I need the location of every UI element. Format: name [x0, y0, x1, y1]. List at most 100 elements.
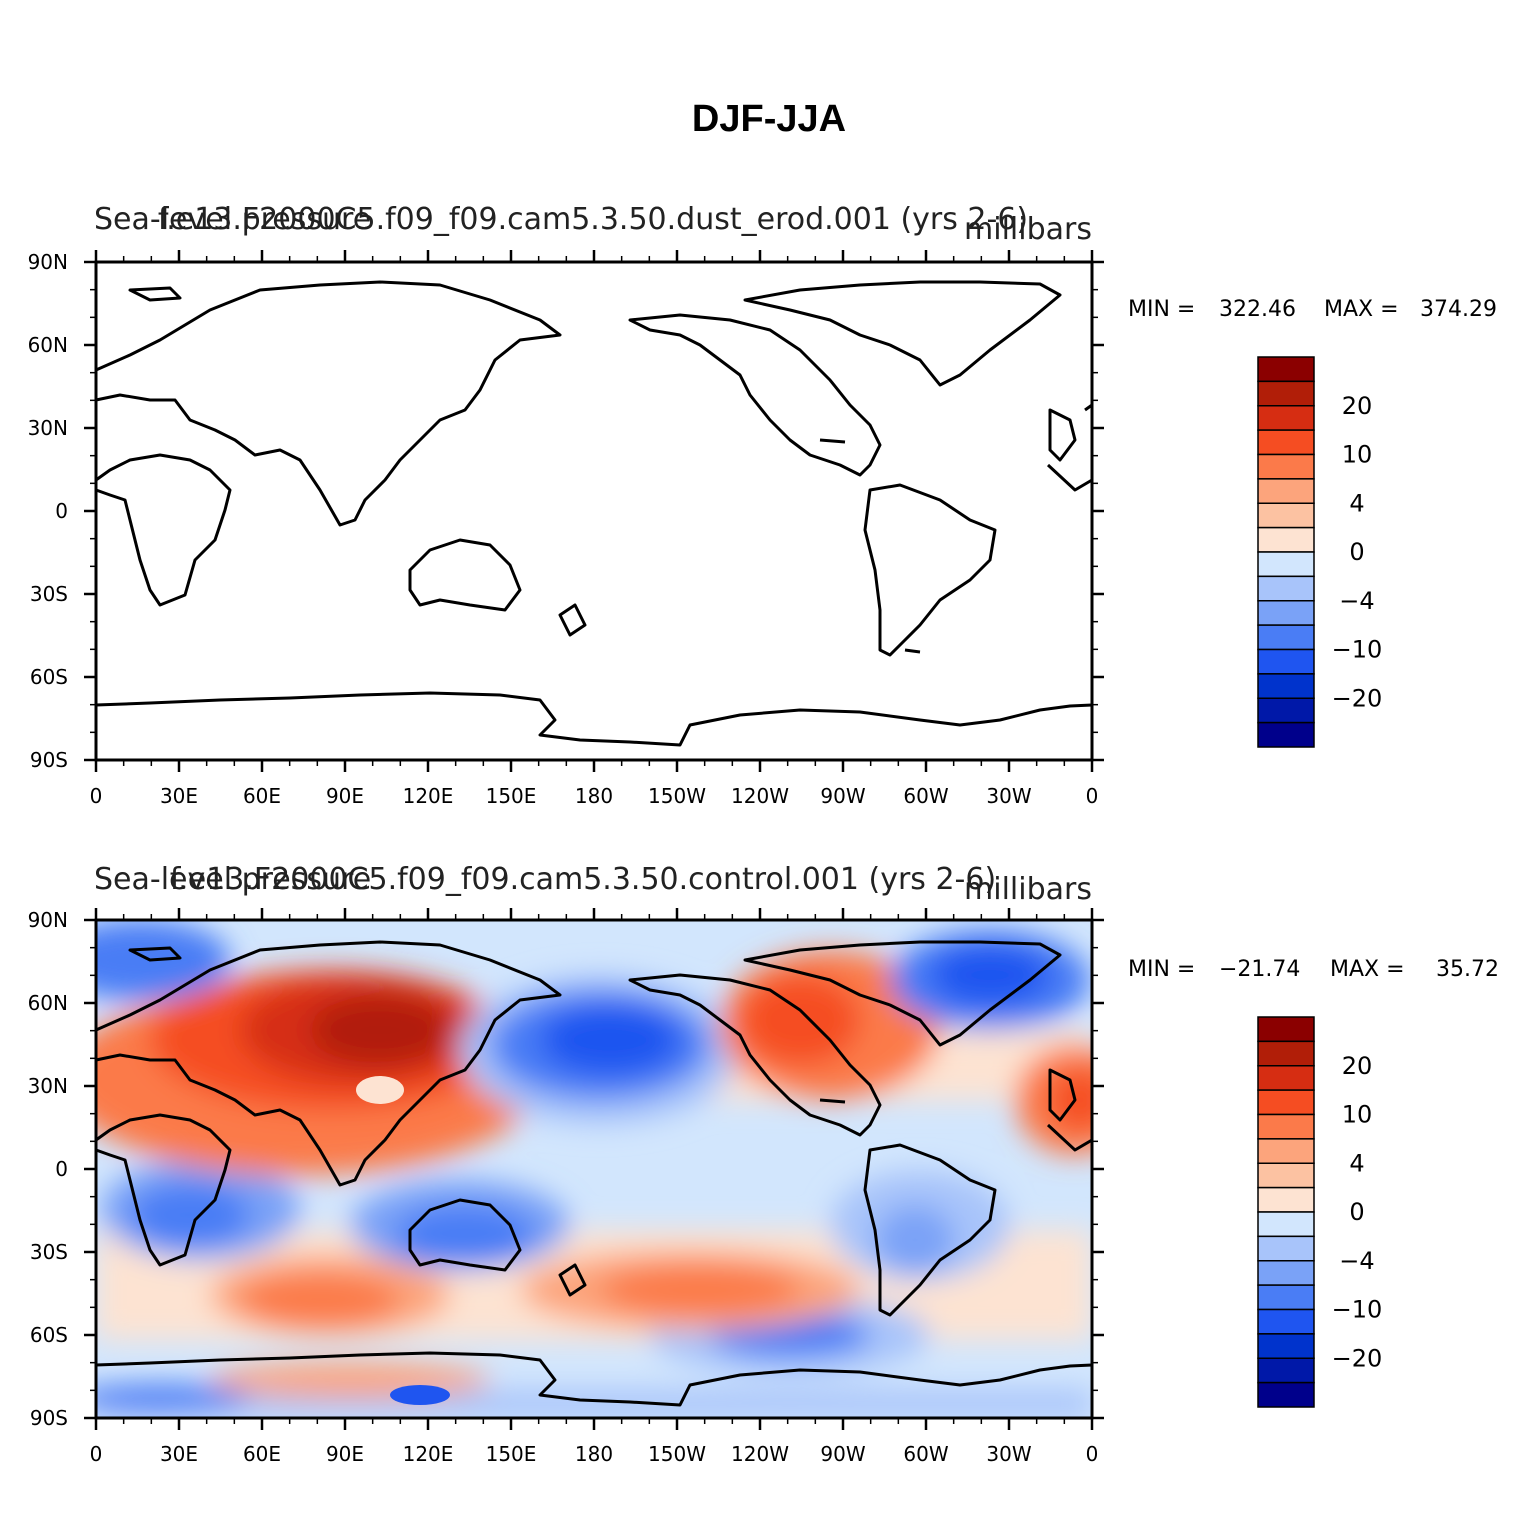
- panel-bottom-max-label: MAX =: [1330, 957, 1405, 982]
- panel-top-units: millibars: [964, 212, 1092, 247]
- colorbar-bottom: 20 10 4 0 −4 −10 −20: [1257, 1016, 1383, 1408]
- x-tick-label: 60W: [903, 784, 948, 808]
- x-tick-label: 120W: [731, 1442, 789, 1466]
- colorbar-swatch: [1257, 624, 1315, 651]
- panel-top-min-value: 322.46: [1219, 297, 1296, 322]
- colorbar-label: 0: [1349, 1198, 1364, 1226]
- x-tick-label: 180: [575, 784, 613, 808]
- colorbar-swatch: [1257, 1065, 1315, 1091]
- x-tick-label: 30E: [160, 1442, 198, 1466]
- panel-top-center-title: f.e13.F2000C5.f09_f09.cam5.3.50.dust_ero…: [158, 202, 1028, 237]
- x-tick-label: 90E: [326, 1442, 364, 1466]
- colorbar-swatch: [1257, 1089, 1315, 1116]
- panel-bottom-left-title: Sea-level pressure: [94, 862, 371, 897]
- y-tick-label: 90N: [28, 908, 68, 932]
- colorbar-label: 10: [1342, 1101, 1373, 1129]
- x-tick-label: 0: [1086, 784, 1099, 808]
- panel-bottom-min-label: MIN =: [1128, 957, 1195, 982]
- colorbar-swatch: [1257, 1260, 1315, 1286]
- panel-top-min-label: MIN =: [1128, 297, 1195, 322]
- colorbar-label: −4: [1339, 1247, 1374, 1275]
- panel-top-max-label: MAX =: [1324, 297, 1399, 322]
- field-bottom: [96, 920, 1092, 1418]
- colorbar-swatch: [1257, 721, 1315, 748]
- y-tick-label: 60N: [28, 333, 68, 357]
- colorbar-swatch: [1257, 1333, 1315, 1359]
- colorbar-label: −4: [1339, 587, 1374, 615]
- map-frame-top: [94, 260, 1094, 762]
- y-tick-label: 30S: [30, 1240, 68, 1264]
- x-tick-label: 150E: [486, 1442, 537, 1466]
- y-tick-label: 0: [55, 1157, 68, 1181]
- colorbar-label: 20: [1342, 392, 1373, 420]
- colorbar-swatch: [1257, 1138, 1315, 1164]
- axes-top: 0 30E 60E 90E 120E 150E 180 150W 120W 90W 60W 30W 09…: [28, 250, 1104, 808]
- colorbar-swatch: [1257, 502, 1315, 529]
- y-tick-label: 90S: [30, 1406, 68, 1430]
- colorbar-swatch: [1257, 405, 1315, 431]
- y-tick-label: 90N: [28, 250, 68, 274]
- colorbar-top: 20 10 4 0 −4 −10 −20: [1257, 356, 1383, 748]
- x-tick-label: 60E: [243, 784, 281, 808]
- colorbar-swatch: [1257, 1211, 1315, 1238]
- x-tick-label: 0: [90, 1442, 103, 1466]
- panel-top-left-title: Sea-level pressure: [94, 202, 371, 237]
- colorbar-swatch: [1257, 1113, 1315, 1140]
- x-tick-label: 60E: [243, 1442, 281, 1466]
- colorbar-swatch: [1257, 1308, 1315, 1335]
- colorbar-swatch: [1257, 600, 1315, 626]
- coastlines-bottom: [95, 940, 1093, 1407]
- x-tick-label: 120E: [403, 784, 454, 808]
- colorbar-swatch: [1257, 429, 1315, 456]
- y-tick-label: 0: [55, 499, 68, 523]
- panel-bottom-center-title: f.e13.F2000C5.f09_f09.cam5.3.50.control.…: [170, 862, 996, 897]
- x-tick-label: 90E: [326, 784, 364, 808]
- panel-bottom: Sea-level pressure f.e13.F2000C5.f09_f09…: [28, 862, 1499, 1466]
- colorbar-swatch: [1257, 478, 1315, 504]
- panel-top-max-value: 374.29: [1420, 297, 1497, 322]
- y-tick-label: 60N: [28, 991, 68, 1015]
- colorbar-swatch: [1257, 380, 1315, 407]
- panel-bottom-units: millibars: [964, 872, 1092, 907]
- colorbar-swatch: [1257, 1186, 1315, 1213]
- colorbar-swatch: [1257, 1162, 1315, 1189]
- panel-top: Sea-level pressure f.e13.F2000C5.f09_f09…: [28, 202, 1497, 808]
- colorbar-swatch: [1257, 673, 1315, 699]
- x-tick-label: 150E: [486, 784, 537, 808]
- colorbar-swatch: [1257, 697, 1315, 724]
- figure-title: DJF-JJA: [692, 98, 846, 140]
- x-tick-label: 180: [575, 1442, 613, 1466]
- colorbar-swatch: [1257, 1284, 1315, 1311]
- x-tick-label: 30W: [986, 784, 1031, 808]
- colorbar-label: −10: [1332, 1296, 1383, 1324]
- colorbar-label: −20: [1332, 1344, 1383, 1372]
- colorbar-swatch: [1257, 526, 1315, 553]
- y-tick-label: 90S: [30, 748, 68, 772]
- colorbar-label: 4: [1349, 489, 1364, 517]
- y-tick-label: 30N: [28, 416, 68, 440]
- colorbar-label: −10: [1332, 636, 1383, 664]
- coastlines-top: [95, 280, 1093, 747]
- x-tick-label: 90W: [820, 784, 865, 808]
- colorbar-swatch: [1257, 453, 1315, 480]
- panel-bottom-max-value: 35.72: [1436, 957, 1499, 982]
- colorbar-swatch: [1257, 575, 1315, 602]
- x-tick-label: 150W: [648, 1442, 706, 1466]
- axes-bottom: 0 30E 60E 90E 120E 150E 180 150W 120W 90W 60W 30W 09…: [28, 908, 1104, 1466]
- x-tick-label: 0: [1086, 1442, 1099, 1466]
- x-tick-label: 120W: [731, 784, 789, 808]
- y-tick-label: 60S: [30, 1323, 68, 1347]
- colorbar-swatch: [1257, 1235, 1315, 1262]
- x-tick-label: 90W: [820, 1442, 865, 1466]
- y-tick-label: 30N: [28, 1074, 68, 1098]
- x-tick-label: 0: [90, 784, 103, 808]
- colorbar-label: −20: [1332, 684, 1383, 712]
- colorbar-swatch: [1257, 1357, 1315, 1384]
- colorbar-swatch: [1257, 648, 1315, 675]
- x-tick-label: 30E: [160, 784, 198, 808]
- colorbar-label: 4: [1349, 1149, 1364, 1177]
- colorbar-swatch: [1257, 1040, 1315, 1067]
- x-tick-label: 120E: [403, 1442, 454, 1466]
- colorbar-swatch: [1257, 1381, 1315, 1408]
